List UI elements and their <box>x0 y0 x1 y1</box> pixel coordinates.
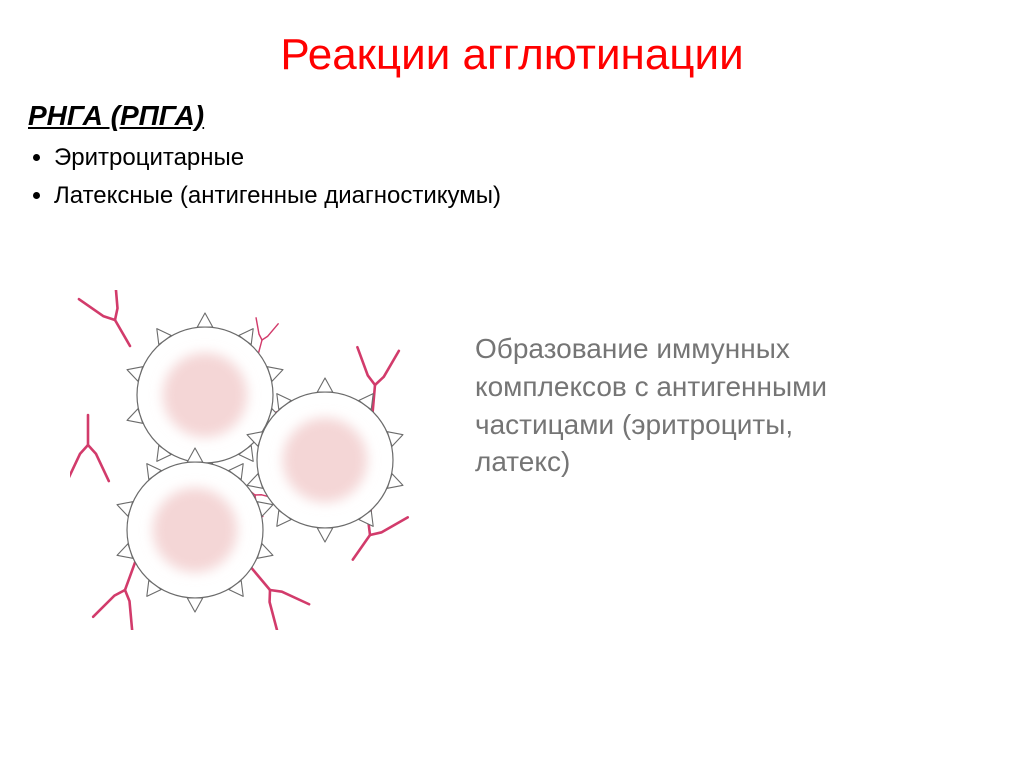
page-title: Реакции агглютинации <box>0 30 1024 80</box>
agglutination-diagram <box>70 290 430 630</box>
list-item: Латексные (антигенные диагностикумы) <box>54 178 501 214</box>
diagram-caption: Образование иммунных комплексов с антиге… <box>475 330 895 481</box>
subtitle: РНГА (РПГА) <box>28 100 204 132</box>
bullet-list: Эритроцитарные Латексные (антигенные диа… <box>28 140 501 216</box>
list-item: Эритроцитарные <box>54 140 501 176</box>
